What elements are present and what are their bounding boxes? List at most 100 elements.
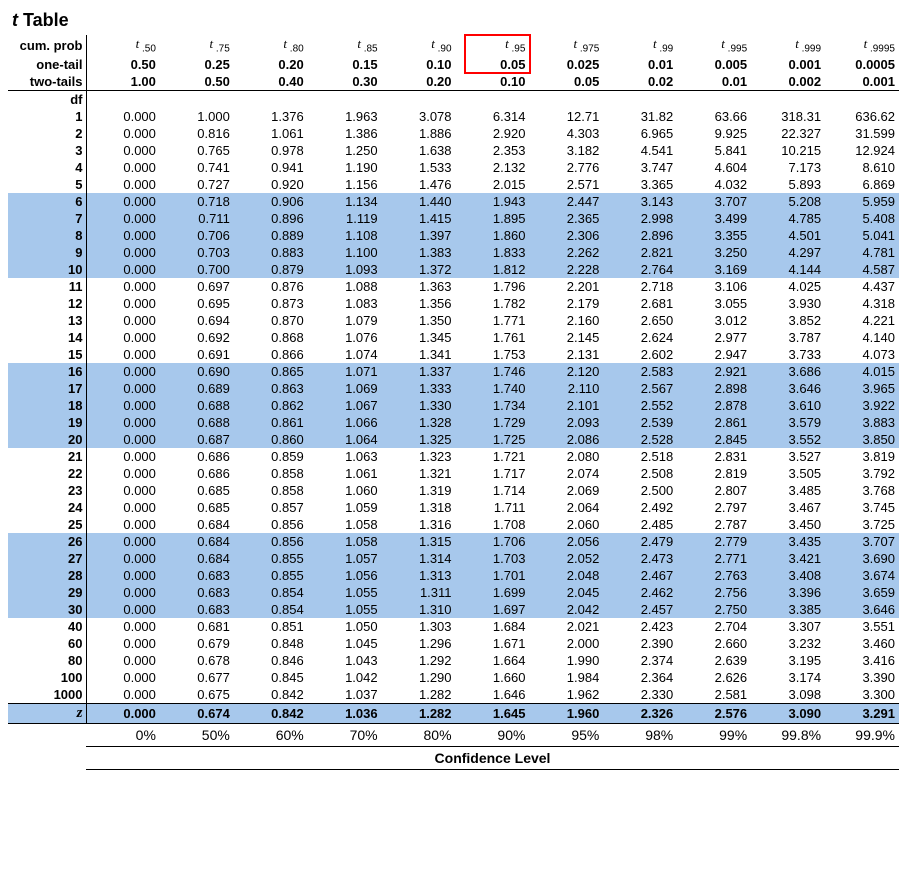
cell: 5.959 — [825, 193, 899, 210]
cell: 3.707 — [825, 533, 899, 550]
two-tails-4: 0.20 — [382, 73, 456, 91]
cell: 0.851 — [234, 618, 308, 635]
df-empty-10 — [825, 90, 899, 108]
conf-9: 99.8% — [751, 723, 825, 746]
cell: 1.315 — [382, 533, 456, 550]
cell: 3.646 — [825, 601, 899, 618]
cell: 3.552 — [751, 431, 825, 448]
conf-0: 0% — [86, 723, 160, 746]
cell: 2.831 — [677, 448, 751, 465]
df-empty-7 — [603, 90, 677, 108]
cell: 2.330 — [603, 686, 677, 704]
df-13: 13 — [8, 312, 86, 329]
df-100: 100 — [8, 669, 86, 686]
cell: 3.686 — [751, 363, 825, 380]
cell: 0.677 — [160, 669, 234, 686]
t-sub-9: t .999 — [751, 35, 825, 56]
table-row: 400.0000.6810.8511.0501.3031.6842.0212.4… — [8, 618, 899, 635]
cell: 1.337 — [382, 363, 456, 380]
cell: 1.043 — [308, 652, 382, 669]
cell: 63.66 — [677, 108, 751, 125]
cell: 2.581 — [677, 686, 751, 704]
cell: 3.674 — [825, 567, 899, 584]
cell: 1.386 — [308, 125, 382, 142]
cell: 1.699 — [456, 584, 530, 601]
df-17: 17 — [8, 380, 86, 397]
table-row: 130.0000.6940.8701.0791.3501.7712.1602.6… — [8, 312, 899, 329]
two-tails-2: 0.40 — [234, 73, 308, 91]
conf-2: 60% — [234, 723, 308, 746]
cell: 2.045 — [529, 584, 603, 601]
cell: 4.781 — [825, 244, 899, 261]
cell: 0.889 — [234, 227, 308, 244]
cell: 1.323 — [382, 448, 456, 465]
cell: 1.282 — [382, 686, 456, 704]
cell: 0.854 — [234, 584, 308, 601]
table-row: 180.0000.6880.8621.0671.3301.7342.1012.5… — [8, 397, 899, 414]
cell: 0.000 — [86, 227, 160, 244]
df-27: 27 — [8, 550, 86, 567]
cell: 2.639 — [677, 652, 751, 669]
cell: 3.355 — [677, 227, 751, 244]
cell: 1.045 — [308, 635, 382, 652]
one-tail-5: 0.05 — [456, 56, 530, 73]
cell: 1.761 — [456, 329, 530, 346]
cell: 1.660 — [456, 669, 530, 686]
cell: 1.061 — [234, 125, 308, 142]
cell: 2.896 — [603, 227, 677, 244]
cell: 1.533 — [382, 159, 456, 176]
df-15: 15 — [8, 346, 86, 363]
cell: 0.854 — [234, 601, 308, 618]
cell: 2.797 — [677, 499, 751, 516]
cell: 1.962 — [529, 686, 603, 704]
df-empty-0 — [86, 90, 160, 108]
cell: 0.000 — [86, 346, 160, 363]
cell: 1.771 — [456, 312, 530, 329]
cell: 0.000 — [86, 550, 160, 567]
cell: 1.059 — [308, 499, 382, 516]
cell: 1.290 — [382, 669, 456, 686]
df-10: 10 — [8, 261, 86, 278]
cell: 2.898 — [677, 380, 751, 397]
cell: 1.296 — [382, 635, 456, 652]
df-1000: 1000 — [8, 686, 86, 704]
cell: 0.000 — [86, 482, 160, 499]
title-rest: Table — [18, 10, 69, 30]
cell: 1.714 — [456, 482, 530, 499]
cell: 0.876 — [234, 278, 308, 295]
table-row: 110.0000.6970.8761.0881.3631.7962.2012.7… — [8, 278, 899, 295]
cell: 1.061 — [308, 465, 382, 482]
cell: 2.093 — [529, 414, 603, 431]
df-4: 4 — [8, 159, 86, 176]
cell: 0.857 — [234, 499, 308, 516]
cell: 7.173 — [751, 159, 825, 176]
cell: 1.729 — [456, 414, 530, 431]
cell: 4.073 — [825, 346, 899, 363]
cell: 1.330 — [382, 397, 456, 414]
cell: 636.62 — [825, 108, 899, 125]
table-row: 280.0000.6830.8551.0561.3131.7012.0482.4… — [8, 567, 899, 584]
cell: 2.779 — [677, 533, 751, 550]
cell: 1.071 — [308, 363, 382, 380]
table-row: 600.0000.6790.8481.0451.2961.6712.0002.3… — [8, 635, 899, 652]
t-sub-3: t .85 — [308, 35, 382, 56]
cell: 0.000 — [86, 431, 160, 448]
df-empty-3 — [308, 90, 382, 108]
cell: 2.947 — [677, 346, 751, 363]
cell: 2.457 — [603, 601, 677, 618]
df-40: 40 — [8, 618, 86, 635]
t-table-wrap: cum. probt .50t .75t .80t .85t .90t .95t… — [8, 35, 899, 770]
cell: 2.306 — [529, 227, 603, 244]
cell: 2.201 — [529, 278, 603, 295]
cell: 2.021 — [529, 618, 603, 635]
conf-7: 98% — [603, 723, 677, 746]
cell: 1.060 — [308, 482, 382, 499]
cell: 0.000 — [86, 363, 160, 380]
cell: 5.841 — [677, 142, 751, 159]
cell: 4.604 — [677, 159, 751, 176]
cell: 1.066 — [308, 414, 382, 431]
t-sub-5: t .95 — [456, 35, 530, 56]
df-empty-5 — [456, 90, 530, 108]
cell: 1.119 — [308, 210, 382, 227]
cell: 3.450 — [751, 516, 825, 533]
